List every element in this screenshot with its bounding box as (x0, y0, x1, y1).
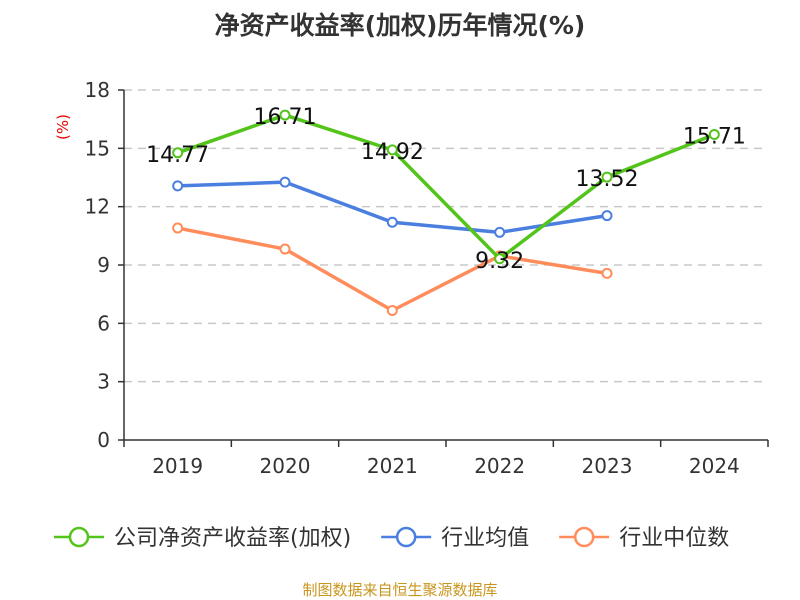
data-label: 13.52 (576, 167, 639, 192)
y-tick-label: 12 (85, 195, 110, 219)
data-point (708, 129, 720, 141)
legend-label: 公司净资产收益率(加权) (114, 526, 351, 551)
legend-marker (573, 526, 595, 548)
data-label: 14.77 (146, 143, 209, 168)
data-label: 14.92 (361, 140, 424, 165)
x-tick-label: 2022 (474, 454, 525, 478)
series-line (177, 226, 608, 313)
data-point (386, 305, 398, 316)
data-label: 15.71 (683, 125, 746, 150)
data-point (172, 222, 184, 234)
legend-marker (68, 526, 90, 548)
legend-label: 行业均值 (441, 526, 529, 551)
data-point (172, 147, 184, 159)
x-tick-label: 2020 (260, 454, 311, 478)
y-tick-label: 3 (97, 370, 110, 394)
data-point (386, 216, 398, 228)
source-note: 制图数据来自恒生聚源数据库 (302, 581, 498, 599)
data-point (494, 226, 506, 238)
y-tick-label: 15 (85, 136, 110, 160)
legend-marker (395, 526, 417, 548)
y-tick-label: 18 (85, 78, 110, 102)
x-tick-label: 2023 (582, 454, 633, 478)
data-point (601, 210, 613, 222)
data-point (279, 243, 291, 255)
data-point (172, 180, 184, 192)
data-label: 9.32 (475, 249, 524, 274)
data-point (601, 171, 613, 183)
chart-title: 净资产收益率(加权)历年情况(%) (214, 11, 586, 40)
legend-label: 行业中位数 (619, 526, 729, 551)
x-tick-label: 2019 (152, 454, 203, 478)
x-tick-label: 2024 (689, 454, 740, 478)
y-axis-label: (%) (54, 114, 72, 140)
y-tick-label: 6 (97, 311, 110, 335)
data-point (494, 253, 506, 265)
data-label: 16.71 (254, 105, 317, 130)
series-line (177, 113, 715, 261)
data-point (601, 267, 613, 279)
y-tick-label: 0 (97, 428, 110, 452)
data-point (279, 176, 291, 188)
data-point (386, 144, 398, 156)
x-tick-label: 2021 (367, 454, 418, 478)
y-tick-label: 9 (97, 253, 110, 277)
data-point (279, 109, 291, 121)
